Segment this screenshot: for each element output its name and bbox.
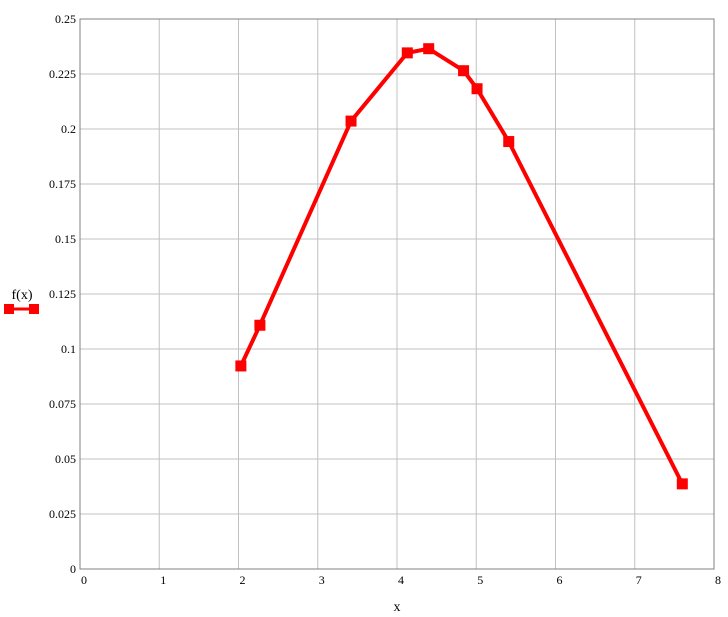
y-tick-label: 0.1 [61,342,76,356]
y-tick-label: 0.25 [55,12,76,26]
data-point [471,83,483,95]
x-tick-label: 6 [557,573,563,587]
legend-marker-right [29,304,39,314]
plot-frame [79,18,715,570]
data-point [401,47,413,59]
data-point [676,478,688,490]
data-point [458,65,470,77]
series-layer [235,43,688,490]
data-point [254,319,266,331]
y-tick-label: 0.125 [49,287,76,301]
data-point [345,115,357,127]
y-tick-label: 0.225 [49,67,76,81]
x-tick-label: 1 [160,573,166,587]
x-tick-label: 2 [240,573,246,587]
x-tick-label: 7 [636,573,642,587]
x-tick-label: 3 [319,573,325,587]
y-tick-label: 0.2 [61,122,76,136]
y-tick-label: 0.075 [49,397,76,411]
data-point [423,43,435,55]
legend-label: f(x) [12,288,33,303]
y-tick-label: 0.05 [55,452,76,466]
y-axis-ticks: 0 0.025 0.05 0.075 0.1 0.125 0.15 0.175 0.2 0.225… [49,12,76,576]
x-tick-label: 5 [477,573,483,587]
x-tick-label: 0 [81,573,87,587]
x-tick-label: 4 [398,573,404,587]
x-axis-label: x [394,600,401,615]
x-tick-label: 8 [715,573,721,587]
y-tick-label: 0.025 [49,507,76,521]
legend: f(x) [4,288,39,314]
legend-marker-left [4,304,14,314]
data-point [503,136,515,148]
y-tick-label: 0.15 [55,232,76,246]
y-tick-label: 0 [70,562,76,576]
y-tick-label: 0.175 [49,177,76,191]
grid [80,19,714,569]
data-point [235,360,247,372]
x-axis-ticks: 0 1 2 3 4 5 6 7 8 [81,573,721,587]
